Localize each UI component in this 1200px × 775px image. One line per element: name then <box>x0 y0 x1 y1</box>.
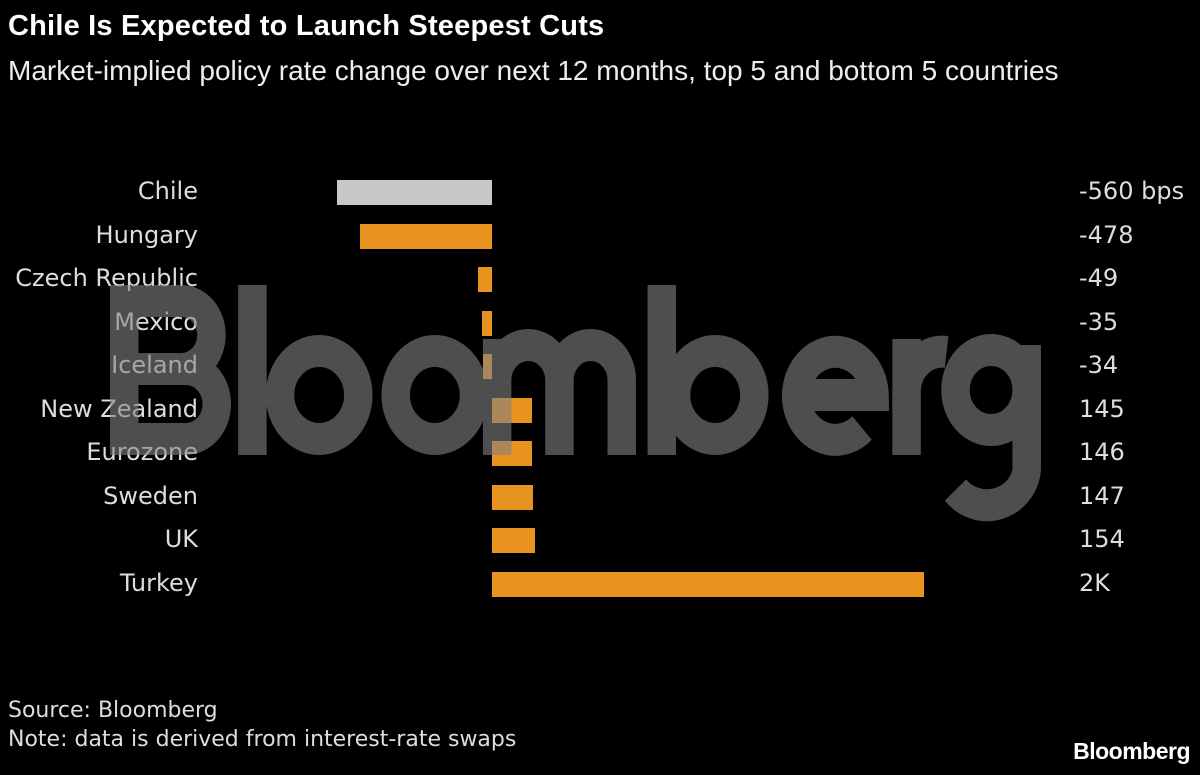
chart-title: Chile Is Expected to Launch Steepest Cut… <box>8 10 605 42</box>
bar <box>337 180 492 205</box>
category-label: Hungary <box>95 220 198 249</box>
data-label: -49 <box>1079 264 1119 292</box>
category-label: Eurozone <box>86 438 198 466</box>
bloomberg-logo: Bloomberg <box>1073 738 1190 764</box>
bar <box>492 528 535 553</box>
data-label: -478 <box>1079 220 1134 249</box>
data-label: 2K <box>1079 568 1111 597</box>
bar <box>492 441 533 466</box>
category-label: Sweden <box>103 481 198 510</box>
category-label: Turkey <box>119 568 198 597</box>
data-note: Note: data is derived from interest-rate… <box>8 727 517 752</box>
bar <box>482 310 492 336</box>
bar <box>492 571 924 597</box>
category-label: UK <box>164 525 198 553</box>
category-label: Mexico <box>114 307 198 336</box>
source-note: Source: Bloomberg <box>8 698 218 723</box>
bar <box>359 223 492 249</box>
data-label: 146 <box>1079 438 1125 466</box>
bar <box>482 354 492 379</box>
category-label: Iceland <box>111 351 198 379</box>
data-label: -34 <box>1079 351 1119 379</box>
category-label: Czech Republic <box>15 264 198 292</box>
bar <box>492 397 533 423</box>
data-label: -560 bps <box>1079 177 1185 205</box>
data-label: 145 <box>1079 394 1125 423</box>
data-label: 154 <box>1079 525 1125 553</box>
chart-subtitle: Market-implied policy rate change over n… <box>8 55 1059 86</box>
category-label: Chile <box>137 177 198 205</box>
data-label: -35 <box>1079 307 1119 336</box>
category-label: New Zealand <box>40 394 198 423</box>
bar <box>492 484 533 510</box>
data-label: 147 <box>1079 481 1125 510</box>
bar <box>478 267 492 292</box>
